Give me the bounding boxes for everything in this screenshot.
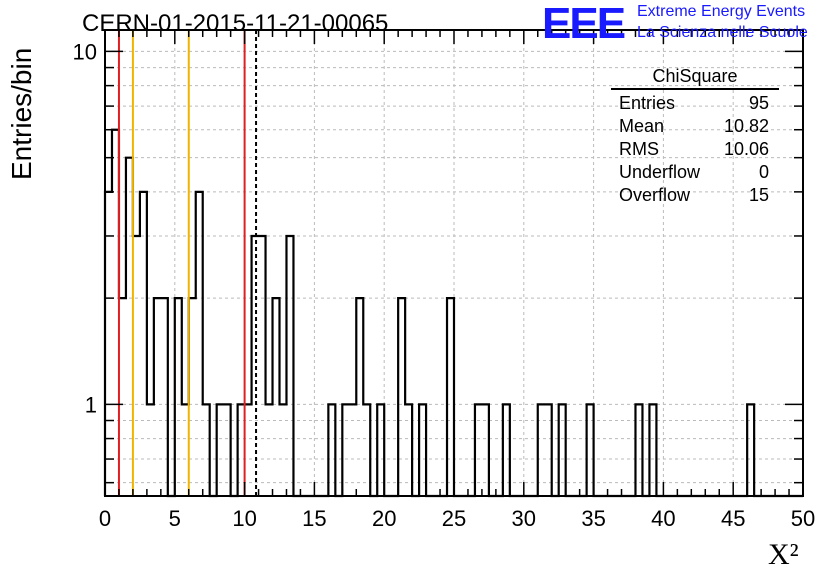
x-tick-label: 30: [512, 506, 536, 531]
x-tick-label: 45: [721, 506, 745, 531]
stats-label: RMS: [619, 139, 659, 159]
stats-value: 10.82: [723, 116, 769, 136]
y-tick-label: 10: [73, 39, 97, 64]
stats-title: ChiSquare: [611, 66, 779, 90]
x-tick-label: 25: [442, 506, 466, 531]
stats-value: 95: [748, 93, 769, 113]
x-tick-label: 40: [651, 506, 675, 531]
x-axis-label: X²: [768, 538, 799, 571]
x-tick-label: 50: [791, 506, 815, 531]
x-tick-label: 5: [169, 506, 181, 531]
stats-row-overflow: Overflow 15: [611, 184, 779, 207]
stats-label: Overflow: [619, 185, 691, 205]
stats-row-entries: Entries 95: [611, 92, 779, 115]
stats-label: Underflow: [619, 162, 701, 182]
y-axis-label: Entries/bin: [6, 47, 37, 180]
stats-label: Entries: [619, 93, 676, 113]
x-tick-label: 20: [372, 506, 396, 531]
x-tick-label: 15: [302, 506, 326, 531]
plot-title: CERN-01-2015-11-21-00065: [82, 10, 389, 37]
y-tick-label: 1: [85, 392, 97, 417]
histogram-bins: [103, 128, 803, 498]
x-tick-label: 0: [99, 506, 111, 531]
stats-row-rms: RMS 10.06: [611, 138, 779, 161]
stats-value: 15: [748, 185, 769, 205]
x-tick-label: 10: [232, 506, 256, 531]
logo-tagline-1: Extreme Energy Events: [637, 3, 806, 20]
stats-box: ChiSquare Entries 95 Mean 10.82 RMS 10.06 U…: [611, 66, 779, 207]
stats-row-mean: Mean 10.82: [611, 115, 779, 138]
x-tick-label: 35: [581, 506, 605, 531]
stats-value: 0: [758, 162, 769, 182]
eee-logo: EEE: [542, 0, 626, 48]
stats-label: Mean: [619, 116, 665, 136]
logo-tagline-2: La Scienza nelle Scuole: [637, 24, 808, 41]
stats-row-underflow: Underflow 0: [611, 161, 779, 184]
stats-value: 10.06: [723, 139, 769, 159]
